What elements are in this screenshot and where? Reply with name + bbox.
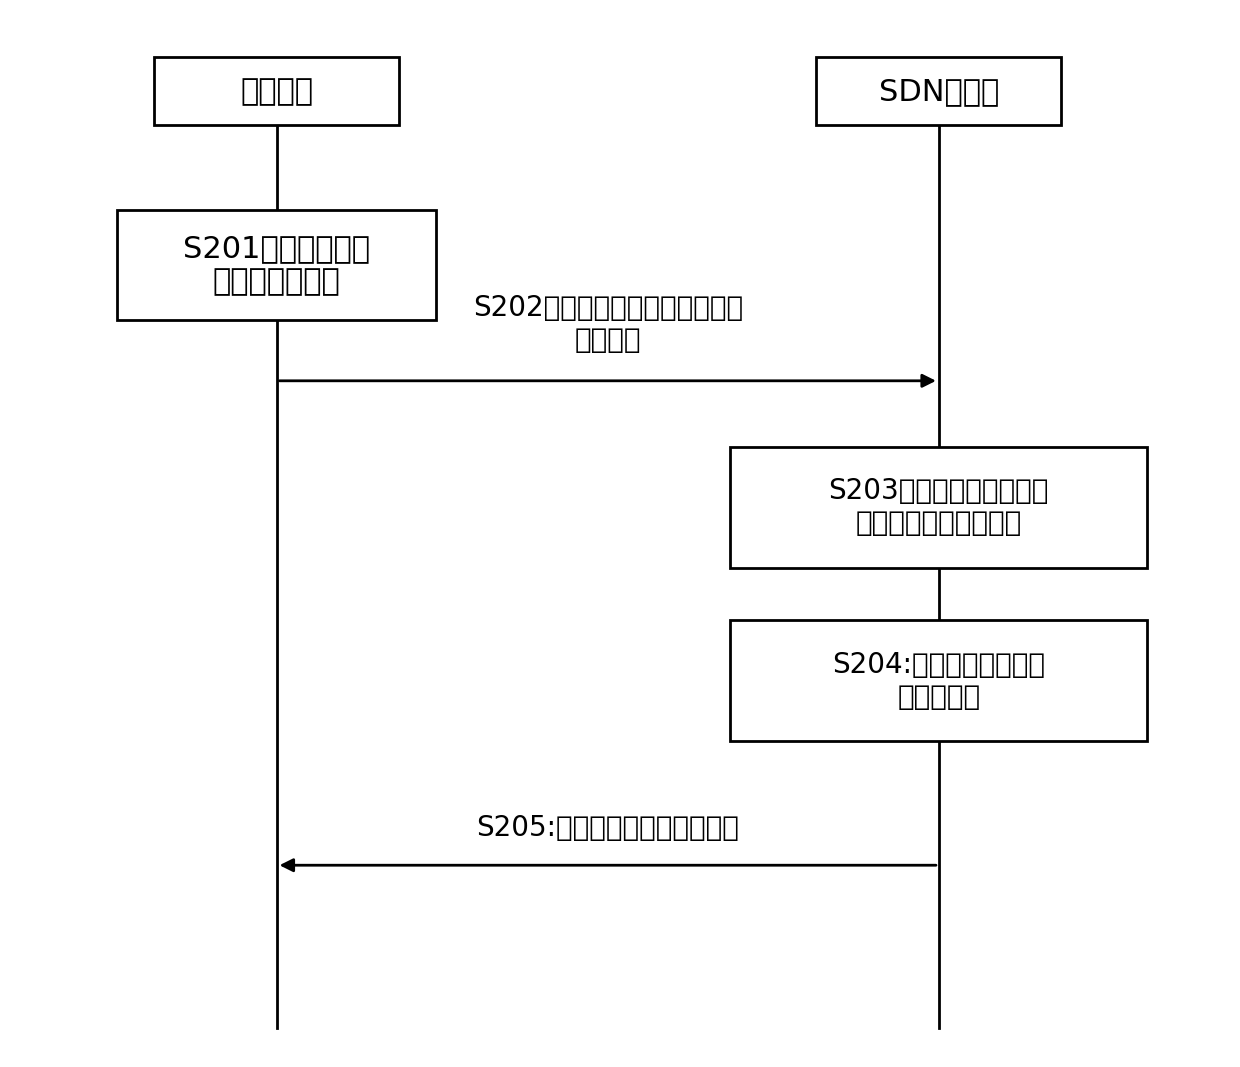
FancyBboxPatch shape [118, 210, 436, 320]
Text: S201：获得频点接
收信号强度信息: S201：获得频点接 收信号强度信息 [184, 234, 371, 297]
FancyBboxPatch shape [730, 620, 1147, 742]
FancyBboxPatch shape [730, 447, 1147, 568]
Text: S203：获取新增站点和各
个原有站点的节点信息: S203：获取新增站点和各 个原有站点的节点信息 [828, 477, 1049, 538]
Text: S205:配置新增站点的工作频点: S205:配置新增站点的工作频点 [476, 814, 739, 842]
FancyBboxPatch shape [154, 57, 399, 126]
Text: S202：节点标识和频点接收信号
强度信息: S202：节点标识和频点接收信号 强度信息 [472, 294, 743, 354]
Text: 新增站点: 新增站点 [241, 77, 314, 106]
FancyBboxPatch shape [816, 57, 1061, 126]
Text: SDN控制器: SDN控制器 [879, 77, 999, 106]
Text: S204:计算新增站点的最
佳工作频点: S204:计算新增站点的最 佳工作频点 [832, 651, 1045, 711]
